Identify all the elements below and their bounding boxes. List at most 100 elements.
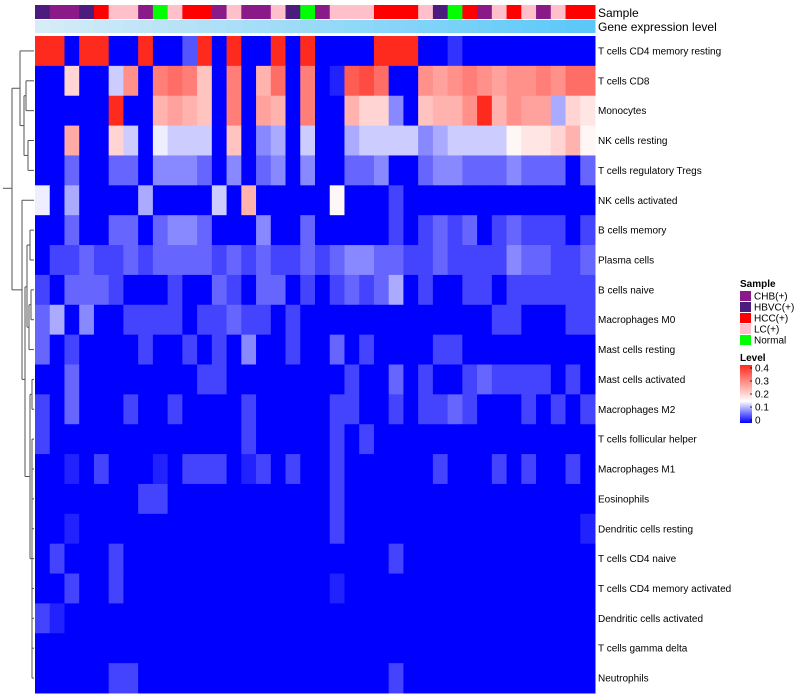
heatmap-cell bbox=[388, 65, 404, 97]
heatmap-cell bbox=[211, 663, 228, 694]
gene-expression-cell bbox=[256, 20, 272, 33]
heatmap-cell bbox=[447, 125, 463, 156]
heatmap-cell bbox=[138, 185, 154, 216]
legend-swatch bbox=[740, 313, 751, 323]
heatmap-cell bbox=[256, 334, 272, 365]
heatmap-cell bbox=[329, 573, 345, 604]
heatmap-cell bbox=[432, 513, 449, 545]
sample-annotation-cell bbox=[373, 5, 390, 19]
heatmap-cell bbox=[491, 36, 508, 67]
heatmap-cell bbox=[138, 95, 154, 127]
heatmap-cell bbox=[167, 274, 183, 306]
heatmap-cell bbox=[432, 125, 449, 156]
heatmap-cell bbox=[35, 95, 51, 127]
heatmap-cell bbox=[123, 125, 139, 156]
heatmap-cell bbox=[432, 274, 449, 306]
sample-annotation-cell bbox=[432, 5, 449, 19]
heatmap-cell bbox=[49, 245, 65, 276]
heatmap-cell bbox=[462, 573, 478, 604]
heatmap-cell bbox=[182, 573, 198, 604]
gene-expression-cell bbox=[49, 20, 65, 33]
heatmap-cell bbox=[388, 245, 404, 276]
gene-expression-cell bbox=[93, 20, 110, 33]
heatmap-cell bbox=[197, 155, 213, 186]
heatmap-cell bbox=[152, 603, 169, 634]
heatmap-cell bbox=[79, 513, 95, 545]
heatmap-cell bbox=[241, 36, 257, 67]
heatmap-cell bbox=[536, 633, 552, 664]
heatmap-cell bbox=[477, 155, 493, 186]
heatmap-cell bbox=[123, 334, 139, 365]
heatmap-cell bbox=[491, 603, 508, 634]
legend-sample-label: HCC(+) bbox=[754, 314, 788, 325]
heatmap-cell bbox=[344, 95, 360, 127]
heatmap-cell bbox=[197, 573, 213, 604]
heatmap-cell bbox=[197, 483, 213, 515]
gene-expression-cell bbox=[550, 20, 567, 33]
heatmap-cell bbox=[123, 543, 139, 575]
heatmap-cell bbox=[226, 663, 242, 694]
heatmap-cell bbox=[256, 245, 272, 276]
heatmap-cell bbox=[300, 125, 316, 156]
heatmap-cell bbox=[256, 394, 272, 425]
heatmap-cell bbox=[152, 663, 169, 694]
legend-level-tick-label: 0.4 bbox=[755, 364, 769, 375]
heatmap-cell bbox=[477, 513, 493, 545]
row-label: Macrophages M2 bbox=[598, 405, 676, 416]
heatmap-cell bbox=[285, 304, 301, 336]
heatmap-cell bbox=[123, 483, 139, 515]
heatmap-cell bbox=[49, 304, 65, 336]
heatmap-cell bbox=[329, 245, 345, 276]
heatmap-cell bbox=[35, 424, 51, 455]
heatmap-cell bbox=[35, 304, 51, 336]
heatmap-cell bbox=[491, 245, 508, 276]
heatmap-cell bbox=[432, 424, 449, 455]
heatmap-cell bbox=[300, 663, 316, 694]
heatmap-cell bbox=[536, 215, 552, 246]
heatmap-cell bbox=[388, 364, 404, 395]
heatmap-cell bbox=[432, 483, 449, 515]
heatmap-cell bbox=[108, 513, 124, 545]
heatmap-cell bbox=[108, 394, 124, 425]
row-label: NK cells activated bbox=[598, 196, 677, 207]
heatmap-cell bbox=[550, 364, 567, 395]
heatmap-cell bbox=[536, 304, 552, 336]
heatmap-cell bbox=[550, 304, 567, 336]
row-label: Macrophages M0 bbox=[598, 315, 676, 326]
heatmap-cell bbox=[447, 215, 463, 246]
heatmap-cell bbox=[285, 573, 301, 604]
heatmap-cell bbox=[123, 424, 139, 455]
heatmap-cell bbox=[359, 454, 375, 485]
heatmap-cell bbox=[506, 663, 522, 694]
heatmap-cell bbox=[315, 155, 331, 186]
heatmap-cell bbox=[329, 483, 345, 515]
sample-annotation-cell bbox=[359, 5, 375, 19]
heatmap-cell bbox=[167, 125, 183, 156]
heatmap-cell bbox=[418, 125, 434, 156]
heatmap-cell bbox=[79, 573, 95, 604]
sample-annotation-cell bbox=[285, 5, 301, 19]
heatmap-cell bbox=[359, 573, 375, 604]
row-label: T cells gamma delta bbox=[598, 644, 688, 655]
heatmap-cell bbox=[432, 245, 449, 276]
heatmap-cell bbox=[197, 424, 213, 455]
heatmap-cell bbox=[359, 364, 375, 395]
heatmap-cell bbox=[79, 454, 95, 485]
heatmap-cell bbox=[197, 304, 213, 336]
sample-annotation-cell bbox=[35, 5, 51, 19]
heatmap-cell bbox=[462, 36, 478, 67]
heatmap-cell bbox=[344, 483, 360, 515]
heatmap-cell bbox=[93, 513, 110, 545]
heatmap-cell bbox=[565, 215, 581, 246]
heatmap-cell bbox=[300, 573, 316, 604]
heatmap-cell bbox=[506, 185, 522, 216]
heatmap-cell bbox=[359, 185, 375, 216]
legend-sample-label: LC(+) bbox=[754, 325, 779, 336]
heatmap-cell bbox=[167, 633, 183, 664]
heatmap-cell bbox=[403, 125, 419, 156]
gene-expression-cell bbox=[167, 20, 183, 33]
heatmap-cell bbox=[550, 603, 567, 634]
heatmap-cell bbox=[536, 36, 552, 67]
heatmap-cell bbox=[521, 424, 537, 455]
heatmap-cell bbox=[270, 603, 287, 634]
